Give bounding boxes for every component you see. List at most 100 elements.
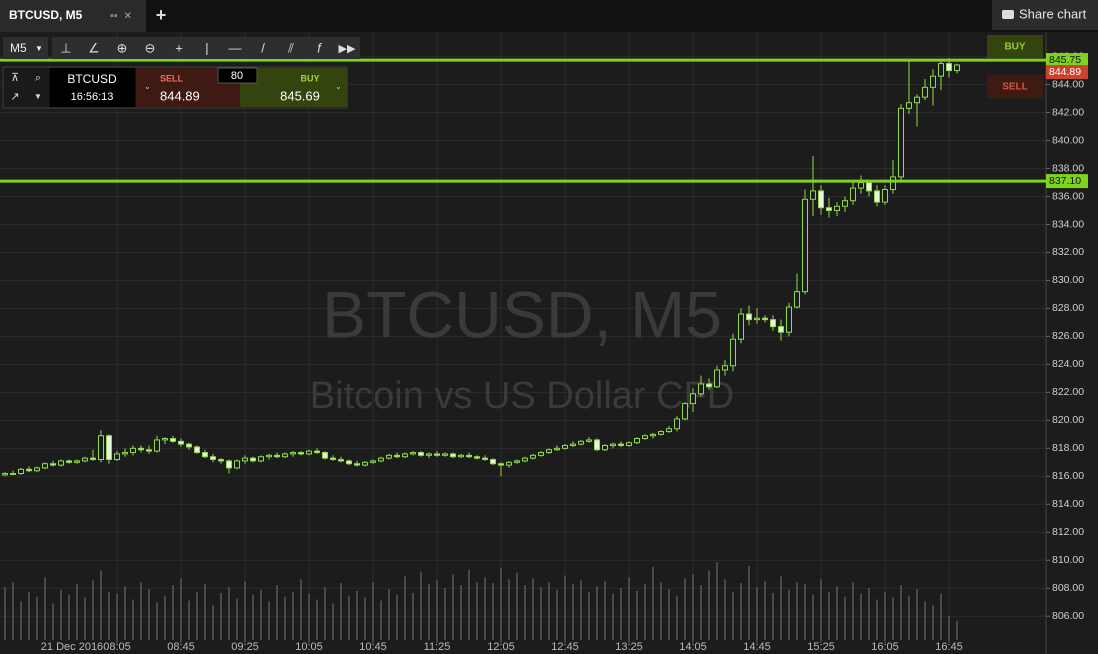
x-tick-label: 08:45 — [167, 641, 195, 653]
candle-body — [506, 461, 512, 466]
panel-icon[interactable]: ▼ — [34, 92, 42, 101]
candle-body — [514, 460, 520, 463]
tool-icon[interactable]: / — [261, 40, 265, 55]
candle-body — [98, 435, 104, 461]
tab-bar — [0, 0, 1098, 32]
spread: 80 — [231, 70, 243, 82]
buy-button-label[interactable]: BUY — [1004, 42, 1025, 53]
candle-body — [890, 176, 896, 190]
candle-body — [570, 443, 576, 447]
tab-close[interactable]: × — [124, 7, 132, 22]
candle-body — [130, 447, 136, 454]
candle-body — [874, 190, 880, 203]
candle-body — [170, 438, 176, 442]
timeframe-button[interactable] — [3, 37, 48, 59]
add-tab[interactable]: + — [156, 5, 167, 25]
tool-icon[interactable]: | — [205, 40, 208, 55]
tool-icon[interactable]: ▶▶ — [339, 43, 356, 55]
candle-body — [866, 182, 872, 192]
tool-icon[interactable]: ⊥ — [60, 40, 71, 55]
y-tick-label: 836.00 — [1052, 190, 1084, 202]
y-tick-label: 838.00 — [1052, 162, 1084, 174]
panel-icon[interactable]: ↗ — [10, 91, 19, 103]
candle-body — [850, 187, 856, 202]
candle-body — [682, 403, 688, 420]
price-tag — [1046, 174, 1088, 189]
panel-icons[interactable] — [4, 68, 49, 107]
date-label: 21 Dec 2016 — [41, 641, 103, 653]
candle-body — [378, 457, 384, 462]
tool-icon[interactable]: ⊖ — [145, 40, 156, 55]
candle-body — [818, 190, 824, 209]
buy-arrow[interactable]: ⌄ — [335, 82, 342, 91]
tool-icon[interactable]: ∠ — [88, 40, 100, 55]
candle-body — [282, 453, 288, 458]
sell-price[interactable]: 844.89 — [160, 88, 200, 103]
buy-box[interactable] — [240, 68, 347, 107]
candle-body — [522, 457, 528, 462]
candle-body — [562, 445, 568, 449]
candle-body — [930, 75, 936, 88]
candle-body — [778, 326, 784, 333]
candle-body — [450, 453, 456, 458]
x-tick-label: 12:45 — [551, 641, 579, 653]
tool-icon[interactable]: ⫽ — [287, 40, 294, 55]
candle-body — [594, 439, 600, 451]
timeframe-label[interactable]: M5 — [10, 41, 27, 55]
sell-arrow[interactable]: ⌄ — [144, 82, 151, 91]
panel-icon[interactable]: ⊼ — [11, 72, 19, 84]
candle-body — [218, 459, 224, 462]
candle-body — [146, 449, 152, 452]
candle-body — [354, 463, 360, 466]
tab-grid-icon[interactable]: ▪▪ — [110, 10, 118, 22]
dropdown-arrow[interactable]: ▼ — [35, 44, 43, 53]
candle-body — [266, 454, 272, 458]
marks: 845.75 837.10 844.89 — [0, 53, 1088, 640]
candle-body — [602, 445, 608, 451]
y-tick-label: 842.00 — [1052, 106, 1084, 118]
y-tick-label: 820.00 — [1052, 414, 1084, 426]
x-tick-label: 08:05 — [103, 641, 131, 653]
candle-body — [346, 460, 352, 465]
buy-button[interactable] — [987, 35, 1043, 58]
candle-body — [186, 443, 192, 448]
watermark-title: BTCUSD, M5 — [322, 277, 722, 351]
tool-icon[interactable]: ⊕ — [117, 40, 128, 55]
candle-body — [666, 428, 672, 433]
y-tick-label: 810.00 — [1052, 554, 1084, 566]
tool-strip[interactable] — [52, 37, 360, 59]
candle-body — [738, 313, 744, 340]
tab-title[interactable]: BTCUSD, M5 — [9, 8, 83, 22]
share-label[interactable]: Share chart — [1019, 6, 1087, 21]
tool-icon[interactable]: + — [175, 40, 183, 55]
candle-body — [762, 317, 768, 321]
candle-body — [938, 63, 944, 77]
tool-icon[interactable]: — — [229, 40, 242, 55]
x-tick-label: 16:05 — [871, 641, 899, 653]
candle-body — [722, 365, 728, 371]
spread-box — [217, 67, 258, 84]
camera-icon[interactable] — [1002, 10, 1014, 19]
candle-body — [122, 452, 128, 455]
tool-icon[interactable]: f — [317, 40, 322, 55]
y-tick-label: 828.00 — [1052, 302, 1084, 314]
candle-body — [586, 439, 592, 442]
candle-body — [442, 453, 448, 456]
buy-label[interactable]: BUY — [300, 73, 319, 83]
sell-button-label[interactable]: SELL — [1002, 82, 1028, 93]
sell-label[interactable]: SELL — [160, 73, 184, 83]
candle-body — [426, 453, 432, 456]
candle-body — [370, 460, 376, 463]
y-tick-label: 830.00 — [1052, 274, 1084, 286]
candle-body — [706, 383, 712, 388]
sell-button[interactable] — [987, 75, 1043, 98]
candle-body — [802, 198, 808, 293]
buy-price[interactable]: 845.69 — [280, 88, 320, 103]
x-tick-label: 10:45 — [359, 641, 387, 653]
panel-icon[interactable]: ⌕ — [35, 72, 41, 84]
candle-body — [610, 443, 616, 447]
x-tick-label: 16:45 — [935, 641, 963, 653]
tab[interactable] — [0, 0, 146, 32]
x-tick-label: 11:25 — [424, 641, 451, 653]
y-tick-label: 822.00 — [1052, 386, 1084, 398]
